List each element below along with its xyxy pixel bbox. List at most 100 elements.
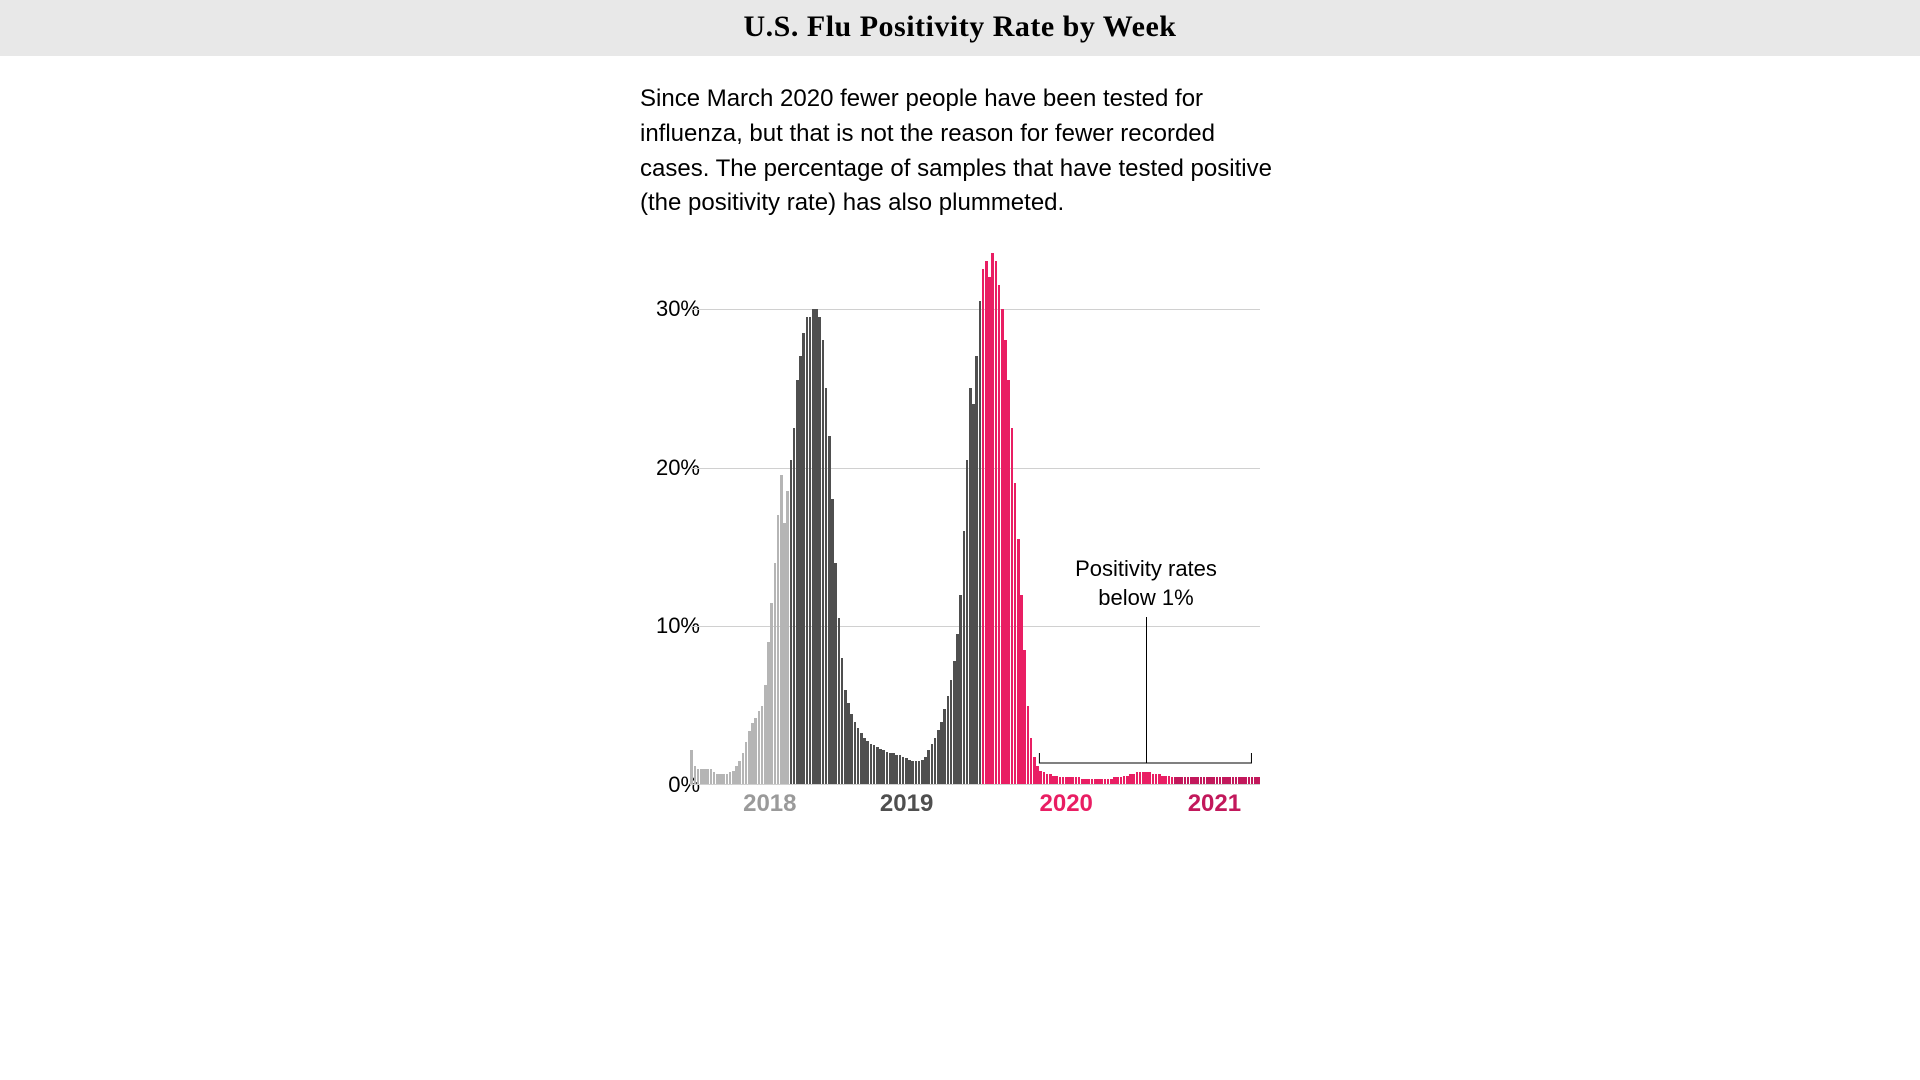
x-axis-label: 2018 <box>743 790 796 818</box>
bar <box>959 595 962 786</box>
bar <box>1039 771 1042 785</box>
bar <box>751 723 754 785</box>
bar <box>732 771 735 785</box>
bar <box>975 356 978 785</box>
bar <box>703 769 706 785</box>
bar <box>822 340 825 785</box>
bar <box>1027 706 1030 785</box>
chart-title: U.S. Flu Positivity Rate by Week <box>0 10 1920 44</box>
bar <box>879 749 882 786</box>
bar <box>796 380 799 785</box>
bar <box>905 758 908 785</box>
bar <box>863 738 866 786</box>
bar <box>777 515 780 785</box>
bar <box>870 744 873 785</box>
bar <box>793 428 796 785</box>
bar <box>931 744 934 785</box>
bar <box>969 388 972 785</box>
bar <box>889 753 892 785</box>
bar <box>834 563 837 785</box>
bar <box>902 757 905 786</box>
bar <box>844 690 847 785</box>
bar <box>770 603 773 786</box>
bar <box>828 436 831 785</box>
bar <box>1030 738 1033 786</box>
bar <box>921 760 924 785</box>
bar <box>934 738 937 786</box>
bar <box>937 730 940 786</box>
bar <box>950 680 953 785</box>
bar <box>802 333 805 786</box>
bar <box>812 309 815 785</box>
bar <box>943 709 946 785</box>
bar <box>915 761 918 785</box>
bar <box>1023 650 1026 785</box>
bar <box>972 404 975 785</box>
bar <box>854 722 857 786</box>
bar <box>847 703 850 786</box>
bar <box>790 460 793 786</box>
bar <box>857 728 860 785</box>
bar <box>918 761 921 785</box>
bar <box>831 499 834 785</box>
bar <box>806 317 809 786</box>
bar <box>738 761 741 785</box>
bar <box>700 769 703 785</box>
annotation-leader-line <box>1146 617 1147 763</box>
bar <box>966 460 969 786</box>
bar <box>774 563 777 785</box>
bar <box>1014 483 1017 785</box>
bar <box>815 309 818 785</box>
bar <box>799 356 802 785</box>
x-axis-labels: 2018201920202021 <box>690 790 1260 830</box>
bar <box>690 750 693 785</box>
bar <box>927 750 930 785</box>
bar <box>940 722 943 786</box>
bar-series <box>690 245 1260 785</box>
bar <box>742 753 745 785</box>
bar <box>1036 766 1039 785</box>
bar <box>748 731 751 785</box>
bar <box>988 277 991 785</box>
x-axis-baseline <box>690 784 1260 785</box>
bar <box>1011 428 1014 785</box>
bar <box>1004 340 1007 785</box>
annotation-line1: Positivity rates <box>1075 556 1217 581</box>
x-axis-label: 2019 <box>880 790 933 818</box>
bar <box>876 747 879 785</box>
bar <box>809 317 812 786</box>
bar <box>953 661 956 785</box>
bar <box>754 718 757 785</box>
bar <box>924 757 927 786</box>
bar <box>735 766 738 785</box>
x-axis-label: 2020 <box>1039 790 1092 818</box>
title-bar: U.S. Flu Positivity Rate by Week <box>0 0 1920 56</box>
chart-subtitle: Since March 2020 fewer people have been … <box>640 82 1280 221</box>
bar <box>963 531 966 785</box>
bar <box>979 301 982 785</box>
bar <box>1017 539 1020 785</box>
bar <box>982 269 985 785</box>
bar <box>767 642 770 785</box>
content: Since March 2020 fewer people have been … <box>640 56 1280 825</box>
bar <box>882 750 885 785</box>
bar <box>825 388 828 785</box>
bar <box>1033 757 1036 786</box>
bar <box>956 634 959 785</box>
bar <box>710 769 713 785</box>
bar <box>991 253 994 785</box>
bar <box>985 261 988 785</box>
bar <box>1020 595 1023 786</box>
bar <box>764 685 767 785</box>
annotation-label: Positivity rates below 1% <box>1056 555 1236 612</box>
bar <box>706 769 709 785</box>
bar <box>899 755 902 785</box>
bar <box>873 745 876 785</box>
bar <box>850 714 853 785</box>
annotation-line2: below 1% <box>1098 585 1193 610</box>
bar <box>786 491 789 785</box>
bar <box>1001 309 1004 785</box>
bar <box>866 741 869 785</box>
bar <box>761 706 764 785</box>
bar <box>886 752 889 785</box>
